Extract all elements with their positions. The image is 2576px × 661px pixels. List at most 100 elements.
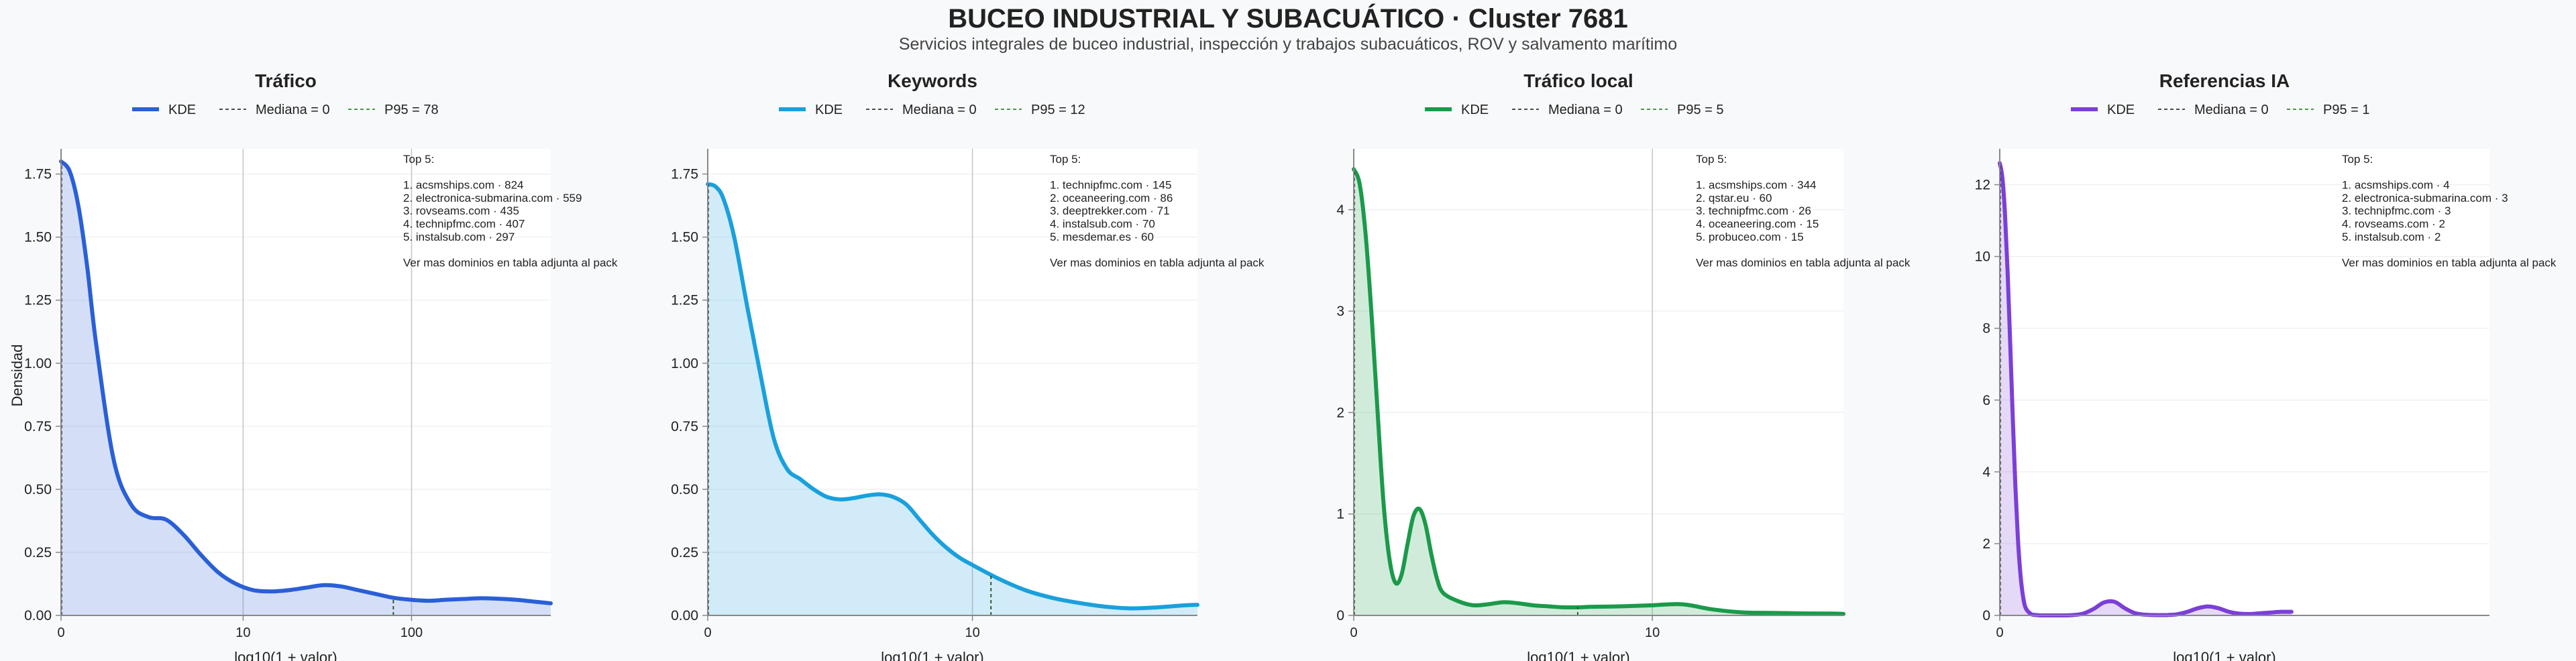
y-tick-label: 1.00 (671, 356, 698, 371)
plot-area (61, 149, 551, 615)
y-axis-label: Densidad (9, 345, 25, 407)
panel-keywords: 0.00 0.25 0.50 0.75 1.00 1.25 1.50 1.75 0 10 log10… (671, 70, 1265, 661)
x-axis-label: log10(1 + valor) (1527, 649, 1629, 661)
kde-line (706, 182, 1199, 611)
annotation-line: Ver mas dominios en tabla adjunta al pac… (1050, 256, 1265, 269)
legend-label-kde: KDE (168, 103, 196, 117)
panel-title: Tráfico (255, 70, 317, 91)
annotation-line: 5. mesdemar.es · 60 (1050, 231, 1154, 243)
annotation-line: 3. technipfmc.com · 26 (1696, 204, 1811, 217)
x-tick-label: 10 (235, 625, 250, 640)
legend-label-p95: P95 = 1 (2323, 103, 2370, 117)
panel-trafico-local: 0 1 2 3 4 0 10 log10(1 + valor) Tráfico local KDE… (1336, 70, 1911, 661)
annotation-line: 5. probuceo.com · 15 (1696, 231, 1804, 243)
plot-area (1354, 149, 1843, 615)
kde-line (1352, 167, 1845, 616)
y-tick-label: 2 (1336, 405, 1344, 420)
legend-label-p95: P95 = 78 (384, 103, 439, 117)
y-tick-label: 0 (1336, 608, 1344, 623)
annotation-line: 3. deeptrekker.com · 71 (1050, 204, 1170, 217)
annotation-line: 2. qstar.eu · 60 (1696, 192, 1772, 204)
x-axis-label: log10(1 + valor) (2173, 649, 2275, 661)
x-axis-label: log10(1 + valor) (234, 649, 337, 661)
kde-area (61, 161, 551, 616)
annotation-line: 5. instalsub.com · 2 (2342, 231, 2440, 243)
y-tick-label: 0.50 (24, 482, 52, 497)
y-tick-label: 0.00 (24, 608, 52, 623)
panel-title: Referencias IA (2159, 70, 2290, 91)
legend-label-kde: KDE (2107, 103, 2135, 117)
y-tick-label: 8 (1982, 321, 1990, 337)
legend-label-median: Mediana = 0 (902, 103, 977, 117)
y-tick-label: 0 (1982, 608, 1990, 623)
y-tick-label: 1.75 (24, 167, 52, 182)
y-tick-label: 0.50 (671, 482, 698, 497)
x-tick-label: 0 (704, 625, 711, 640)
x-tick-label: 10 (965, 625, 979, 640)
y-tick-label: 3 (1336, 304, 1344, 319)
y-tick-label: 1.25 (24, 293, 52, 308)
annotation-line: 4. oceaneering.com · 15 (1696, 218, 1819, 231)
y-tick-label: 2 (1982, 536, 1990, 552)
annotation-heading: Top 5: (1696, 153, 1727, 166)
y-tick-label: 4 (1982, 465, 1990, 480)
annotation-heading: Top 5: (1050, 153, 1081, 166)
y-tick-label: 6 (1982, 393, 1990, 408)
y-tick-label: 0.25 (671, 545, 698, 560)
kde-area (708, 184, 1197, 615)
panel-trafico: 0.00 0.25 0.50 0.75 1.00 1.25 1.50 1.75 0 10 100 lo… (9, 70, 618, 661)
y-tick-label: 0.75 (671, 419, 698, 434)
annotation-line: 1. technipfmc.com · 145 (1050, 179, 1171, 192)
annotation-line: 3. technipfmc.com · 3 (2342, 204, 2451, 217)
legend-label-median: Mediana = 0 (256, 103, 330, 117)
y-tick-label: 1 (1336, 507, 1344, 522)
y-tick-label: 0.00 (671, 608, 698, 623)
annotation-line: 2. oceaneering.com · 86 (1050, 192, 1173, 204)
main-title: BUCEO INDUSTRIAL Y SUBACUÁTICO · Cluster… (948, 4, 1628, 34)
annotation-line: 1. acsmships.com · 344 (1696, 179, 1817, 192)
plot-area (708, 149, 1197, 615)
y-tick-label: 0.75 (24, 419, 52, 434)
legend-label-kde: KDE (815, 103, 843, 117)
annotation-line: 3. rovseams.com · 435 (403, 204, 519, 217)
legend-label-p95: P95 = 5 (1677, 103, 1724, 117)
x-tick-label: 0 (57, 625, 64, 640)
annotation-heading: Top 5: (2342, 153, 2373, 166)
plot-area (2000, 149, 2489, 615)
y-tick-label: 1.00 (24, 356, 52, 371)
panel-title: Keywords (888, 70, 977, 91)
annotation-line: Ver mas dominios en tabla adjunta al pac… (2342, 256, 2557, 269)
y-tick-label: 1.75 (671, 167, 698, 182)
y-tick-label: 4 (1336, 202, 1344, 218)
legend-label-kde: KDE (1461, 103, 1489, 117)
y-tick-label: 1.50 (24, 230, 52, 245)
annotation-line: 2. electronica-submarina.com · 3 (2342, 192, 2508, 204)
panel-title: Tráfico local (1523, 70, 1633, 91)
panel-referencias-ia: 0 2 4 6 8 10 12 0 log10(1 + valor) Referencias IA… (1975, 70, 2557, 661)
annotation-line: Ver mas dominios en tabla adjunta al pac… (1696, 256, 1911, 269)
y-tick-label: 10 (1975, 249, 1990, 265)
x-tick-label: 100 (400, 625, 423, 640)
main-subtitle: Servicios integrales de buceo industrial… (898, 35, 1678, 54)
y-tick-label: 12 (1975, 178, 1990, 193)
x-tick-label: 0 (1350, 625, 1357, 640)
annotation-heading: Top 5: (403, 153, 434, 166)
annotation-line: 5. instalsub.com · 297 (403, 231, 515, 243)
legend-label-median: Mediana = 0 (1548, 103, 1623, 117)
annotation-line: 4. rovseams.com · 2 (2342, 218, 2445, 231)
x-tick-label: 10 (1645, 625, 1660, 640)
kde-line (59, 159, 553, 605)
annotation-line: 1. acsmships.com · 824 (403, 179, 524, 192)
y-tick-label: 0.25 (24, 545, 52, 560)
annotation-line: Ver mas dominios en tabla adjunta al pac… (403, 256, 618, 269)
legend-label-median: Mediana = 0 (2194, 103, 2269, 117)
x-tick-label: 0 (1996, 625, 2003, 640)
y-tick-label: 1.50 (671, 230, 698, 245)
annotation-line: 1. acsmships.com · 4 (2342, 179, 2450, 192)
annotation-line: 4. technipfmc.com · 407 (403, 218, 525, 231)
legend-label-p95: P95 = 12 (1031, 103, 1085, 117)
y-tick-label: 1.25 (671, 293, 698, 308)
kde-line (1998, 161, 2294, 618)
annotation-line: 2. electronica-submarina.com · 559 (403, 192, 582, 204)
